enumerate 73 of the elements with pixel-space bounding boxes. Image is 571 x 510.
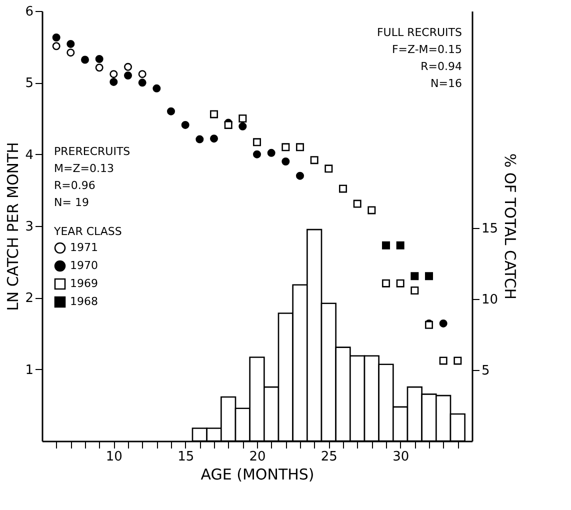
point bbox=[252, 150, 262, 158]
point bbox=[252, 138, 262, 146]
point bbox=[95, 55, 104, 64]
annotation: PRERECRUITS bbox=[54, 145, 130, 158]
legend-title: YEAR CLASS bbox=[53, 225, 122, 238]
point bbox=[66, 48, 75, 57]
point bbox=[296, 172, 304, 180]
point bbox=[282, 158, 290, 166]
point bbox=[196, 135, 204, 144]
legend-label: 1969 bbox=[70, 277, 98, 290]
point bbox=[296, 143, 304, 152]
point bbox=[110, 78, 118, 86]
y2-axis-title: % OF TOTAL CATCH bbox=[501, 153, 520, 300]
y-tick-label: 2 bbox=[25, 291, 34, 306]
point bbox=[124, 62, 132, 71]
annotation: FULL RECRUITS bbox=[376, 26, 462, 39]
point bbox=[338, 184, 348, 193]
x-tick-label: 10 bbox=[106, 450, 122, 464]
x-tick-label: 15 bbox=[178, 450, 194, 464]
point bbox=[382, 241, 390, 250]
point bbox=[152, 84, 161, 92]
point bbox=[210, 134, 218, 143]
y2-tick-label: 15 bbox=[482, 222, 498, 237]
point bbox=[396, 279, 404, 288]
point bbox=[138, 70, 146, 78]
point bbox=[368, 206, 376, 214]
x-axis-title: AGE (MONTHS) bbox=[200, 466, 314, 484]
point bbox=[210, 110, 218, 118]
point bbox=[310, 156, 318, 164]
point bbox=[66, 40, 75, 48]
legend-label: 1971 bbox=[70, 241, 98, 254]
point bbox=[410, 286, 419, 295]
point bbox=[439, 319, 448, 328]
point bbox=[424, 272, 434, 280]
point bbox=[238, 114, 247, 123]
annotation: M=Z=0.13 bbox=[54, 162, 114, 175]
point bbox=[110, 70, 118, 78]
point bbox=[454, 356, 462, 365]
point bbox=[166, 107, 176, 116]
point bbox=[95, 64, 104, 72]
annotation: R=0.94 bbox=[420, 60, 462, 73]
y-tick-label: 6 bbox=[25, 4, 34, 20]
y-tick-label: 3 bbox=[25, 220, 34, 234]
point bbox=[80, 56, 90, 64]
point bbox=[324, 164, 333, 173]
y-tick-label: 1 bbox=[25, 362, 34, 378]
point bbox=[52, 42, 60, 50]
y2-tick-label: 10 bbox=[482, 292, 498, 308]
point bbox=[267, 148, 276, 157]
point bbox=[238, 122, 247, 130]
x-tick-label: 30 bbox=[392, 450, 410, 464]
y2-tick-label: 5 bbox=[482, 364, 490, 379]
y-tick-label: 5 bbox=[25, 76, 34, 92]
point bbox=[439, 356, 448, 365]
point bbox=[52, 34, 60, 42]
annotation: N= 19 bbox=[54, 196, 89, 209]
legend-label: 1968 bbox=[70, 295, 98, 308]
point bbox=[138, 78, 146, 87]
y-axis-title: LN CATCH PER MONTH bbox=[4, 142, 22, 311]
point bbox=[410, 272, 419, 280]
legend-label: 1970 bbox=[70, 259, 98, 272]
x-tick-label: 20 bbox=[249, 450, 266, 464]
annotation: R=0.96 bbox=[54, 179, 96, 192]
y-tick-label: 4 bbox=[25, 148, 34, 163]
point bbox=[396, 241, 404, 250]
point bbox=[382, 279, 390, 288]
point bbox=[282, 143, 290, 152]
point bbox=[181, 120, 190, 129]
annotation: N=16 bbox=[430, 77, 462, 90]
point bbox=[124, 72, 132, 80]
annotation: F=Z-M=0.15 bbox=[392, 43, 462, 56]
x-tick-label: 25 bbox=[320, 450, 338, 464]
point bbox=[353, 200, 362, 208]
